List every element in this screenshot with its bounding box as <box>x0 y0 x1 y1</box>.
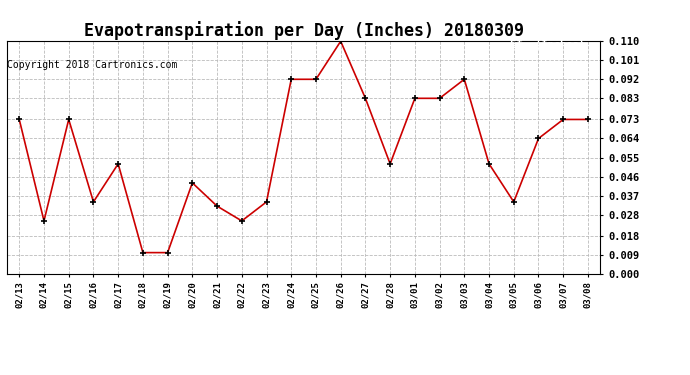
Text: Copyright 2018 Cartronics.com: Copyright 2018 Cartronics.com <box>7 60 177 70</box>
Title: Evapotranspiration per Day (Inches) 20180309: Evapotranspiration per Day (Inches) 2018… <box>83 21 524 40</box>
Text: ET  (Inches): ET (Inches) <box>511 40 585 50</box>
